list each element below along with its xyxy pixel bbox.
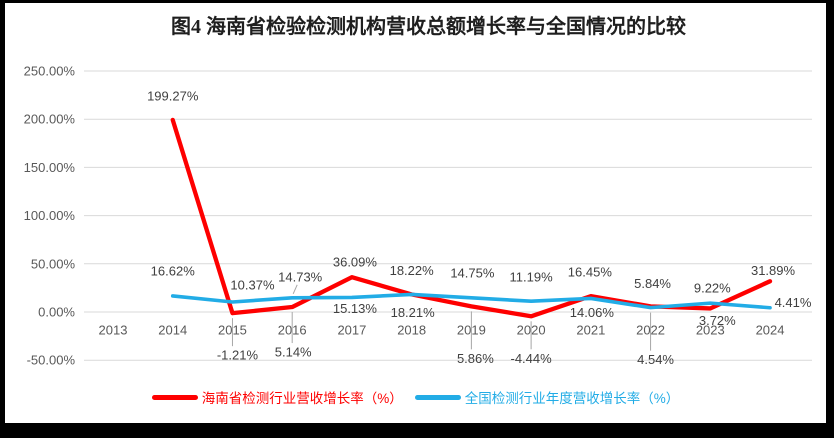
data-label: 14.06% bbox=[570, 305, 615, 320]
chart-legend: 海南省检测行业营收增长率（%） 全国检测行业年度营收增长率（%） bbox=[5, 387, 826, 407]
x-axis-tick-label: 2021 bbox=[576, 323, 605, 338]
y-axis-tick-label: 150.00% bbox=[24, 160, 76, 175]
legend-item-hainan: 海南省检测行业营收增长率（%） bbox=[151, 387, 403, 407]
x-axis-tick-label: 2014 bbox=[158, 323, 187, 338]
data-label: 5.14% bbox=[275, 345, 312, 360]
y-axis-tick-label: 250.00% bbox=[24, 64, 76, 79]
data-label: 16.45% bbox=[568, 265, 613, 280]
data-label: -4.44% bbox=[511, 351, 553, 366]
legend-label-national: 全国检测行业年度营收增长率（%） bbox=[464, 391, 680, 406]
leader-line bbox=[292, 284, 298, 295]
data-label: 18.22% bbox=[390, 263, 435, 278]
y-axis-tick-label: 100.00% bbox=[24, 208, 76, 223]
data-label: 18.21% bbox=[391, 305, 436, 320]
legend-label-hainan: 海南省检测行业营收增长率（%） bbox=[201, 391, 403, 406]
line-chart: 250.00% 200.00% 150.00% 100.00% 50.00% 0.00% -… bbox=[24, 64, 812, 368]
data-label: 31.89% bbox=[751, 263, 796, 278]
x-axis-tick-label: 2017 bbox=[337, 323, 366, 338]
national-line-marker-icon bbox=[414, 394, 461, 400]
data-label: 11.19% bbox=[510, 270, 554, 285]
data-label: -1.21% bbox=[217, 348, 259, 363]
data-label: 14.73% bbox=[278, 269, 323, 284]
x-axis-tick-label: 2024 bbox=[756, 323, 785, 338]
data-label: 5.84% bbox=[634, 276, 671, 291]
data-label: 15.13% bbox=[333, 301, 378, 316]
data-label: 3.72% bbox=[699, 313, 736, 328]
x-axis-tick-label: 2013 bbox=[99, 323, 128, 338]
data-label: 14.75% bbox=[450, 265, 495, 280]
data-label: 199.27% bbox=[147, 88, 199, 103]
data-label: 16.62% bbox=[151, 263, 196, 278]
chart-area: 图4 海南省检验检测机构营收总额增长率与全国情况的比较 250.00% 200.0… bbox=[5, 3, 826, 423]
hainan-line-marker-icon bbox=[151, 394, 198, 400]
x-axis-tick-label: 2018 bbox=[397, 323, 426, 338]
y-axis-tick-label: 0.00% bbox=[38, 305, 75, 320]
y-axis-tick-label: 200.00% bbox=[24, 112, 76, 127]
data-label: 36.09% bbox=[333, 255, 378, 270]
y-axis-tick-label: -50.00% bbox=[27, 353, 76, 368]
legend-item-national: 全国检测行业年度营收增长率（%） bbox=[414, 387, 680, 407]
data-label: 5.86% bbox=[457, 351, 494, 366]
chart-title: 图4 海南省检验检测机构营收总额增长率与全国情况的比较 bbox=[171, 16, 686, 38]
data-label: 4.41% bbox=[775, 295, 812, 310]
data-label: 9.22% bbox=[694, 281, 731, 296]
data-label: 4.54% bbox=[637, 352, 674, 367]
series-line-national bbox=[170, 292, 772, 310]
x-axis-tick-label: 2023 bbox=[696, 323, 725, 338]
y-axis-tick-label: 50.00% bbox=[31, 256, 76, 271]
data-label: 10.37% bbox=[230, 278, 275, 293]
